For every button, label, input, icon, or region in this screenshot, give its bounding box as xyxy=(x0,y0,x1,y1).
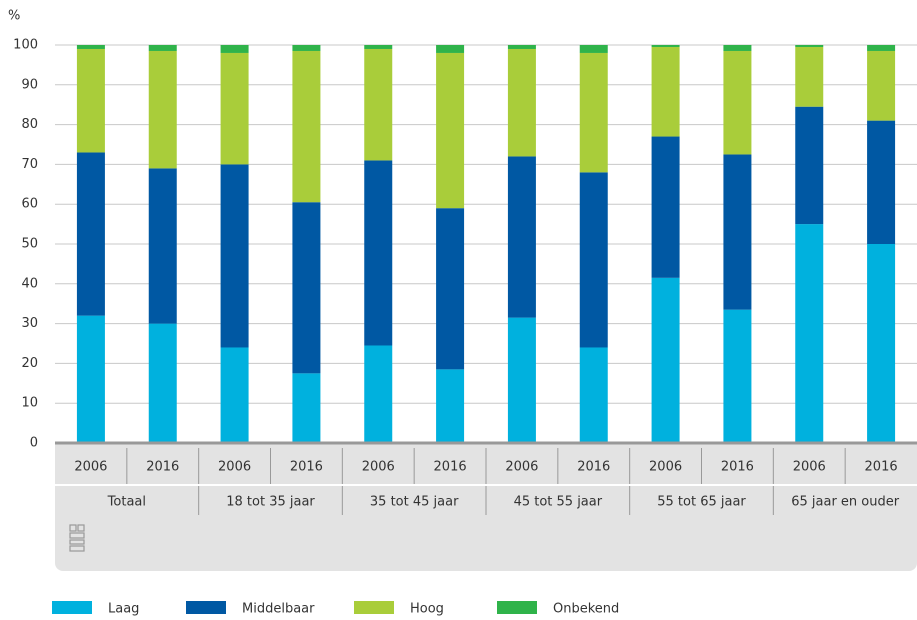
bar-segment xyxy=(76,45,105,49)
bar-segment xyxy=(436,52,465,209)
bar-segment xyxy=(364,160,393,346)
x-tick-label: 2006 xyxy=(74,460,107,475)
y-tick-label: 10 xyxy=(21,396,38,411)
x-tick-label: 2006 xyxy=(362,460,395,475)
x-tick-label: 2016 xyxy=(146,460,179,475)
legend-swatch xyxy=(186,601,226,614)
bar-segment xyxy=(795,46,824,107)
y-tick-label: 30 xyxy=(21,316,38,331)
y-tick-label: 50 xyxy=(21,237,38,252)
bar-segment xyxy=(76,152,105,316)
legend-label: Onbekend xyxy=(553,602,619,617)
group-label: 65 jaar en ouder xyxy=(791,495,900,510)
bar-segment xyxy=(292,45,321,51)
bar-segment xyxy=(651,136,680,278)
legend-label: Middelbaar xyxy=(242,602,315,617)
y-tick-label: 100 xyxy=(13,38,38,53)
cbs-logo xyxy=(69,524,85,552)
bar-segment xyxy=(148,50,177,169)
bar-segment xyxy=(867,50,896,121)
bar-segment xyxy=(292,202,321,374)
bar-segment xyxy=(651,277,680,443)
group-label: 35 tot 45 jaar xyxy=(370,495,459,510)
bar-segment xyxy=(723,45,752,51)
bar-segment xyxy=(76,315,105,443)
legend-label: Hoog xyxy=(410,602,444,617)
group-label: 45 tot 55 jaar xyxy=(514,495,603,510)
bar-segment xyxy=(651,46,680,137)
bar-segment xyxy=(76,48,105,153)
bar-segment xyxy=(507,45,536,49)
legend-label: Laag xyxy=(108,602,139,617)
y-axis-label: % xyxy=(8,9,20,24)
bar-segment xyxy=(364,48,393,161)
bar-segment xyxy=(292,373,321,443)
bar-segment xyxy=(220,164,249,348)
x-tick-label: 2016 xyxy=(865,460,898,475)
x-tick-label: 2016 xyxy=(434,460,467,475)
bar-segment xyxy=(579,347,608,443)
y-tick-label: 60 xyxy=(21,197,38,212)
legend-swatch xyxy=(497,601,537,614)
bar-segment xyxy=(867,120,896,244)
bar-segment xyxy=(436,45,465,53)
bar-segment xyxy=(220,45,249,53)
bar-segment xyxy=(723,309,752,443)
bar-segment xyxy=(507,48,536,157)
bar-segment xyxy=(220,347,249,443)
bar-segment xyxy=(795,224,824,443)
bar-segment xyxy=(148,168,177,324)
bar-segment xyxy=(364,45,393,49)
group-label: 55 tot 65 jaar xyxy=(657,495,746,510)
bar-segment xyxy=(795,45,824,47)
bar-segment xyxy=(579,52,608,173)
bar-segment xyxy=(723,154,752,310)
x-tick-label: 2006 xyxy=(793,460,826,475)
x-tick-label: 2016 xyxy=(577,460,610,475)
bar-segment xyxy=(579,172,608,348)
x-tick-label: 2006 xyxy=(505,460,538,475)
x-tick-label: 2016 xyxy=(290,460,323,475)
y-tick-label: 80 xyxy=(21,117,38,132)
bar-segment xyxy=(507,156,536,318)
bar-segment xyxy=(795,106,824,225)
bar-segment xyxy=(579,45,608,53)
bar-segment xyxy=(292,50,321,203)
bar-segment xyxy=(436,208,465,370)
x-tick-label: 2006 xyxy=(649,460,682,475)
legend-swatch xyxy=(52,601,92,614)
y-tick-label: 40 xyxy=(21,276,38,291)
bar-segment xyxy=(867,244,896,443)
group-label: 18 tot 35 jaar xyxy=(226,495,315,510)
bar-segment xyxy=(220,52,249,165)
x-tick-label: 2016 xyxy=(721,460,754,475)
bar-segment xyxy=(651,45,680,47)
bar-segment xyxy=(436,369,465,443)
bar-segment xyxy=(148,323,177,443)
y-tick-label: 20 xyxy=(21,356,38,371)
legend-swatch xyxy=(354,601,394,614)
group-label: Totaal xyxy=(107,495,146,510)
bar-segment xyxy=(867,45,896,51)
bar-segment xyxy=(148,45,177,51)
bar-segment xyxy=(723,50,752,155)
y-tick-label: 70 xyxy=(21,157,38,172)
bar-segment xyxy=(507,317,536,443)
x-tick-label: 2006 xyxy=(218,460,251,475)
y-tick-label: 90 xyxy=(21,77,38,92)
bar-segment xyxy=(364,345,393,443)
y-tick-label: 0 xyxy=(30,436,38,451)
